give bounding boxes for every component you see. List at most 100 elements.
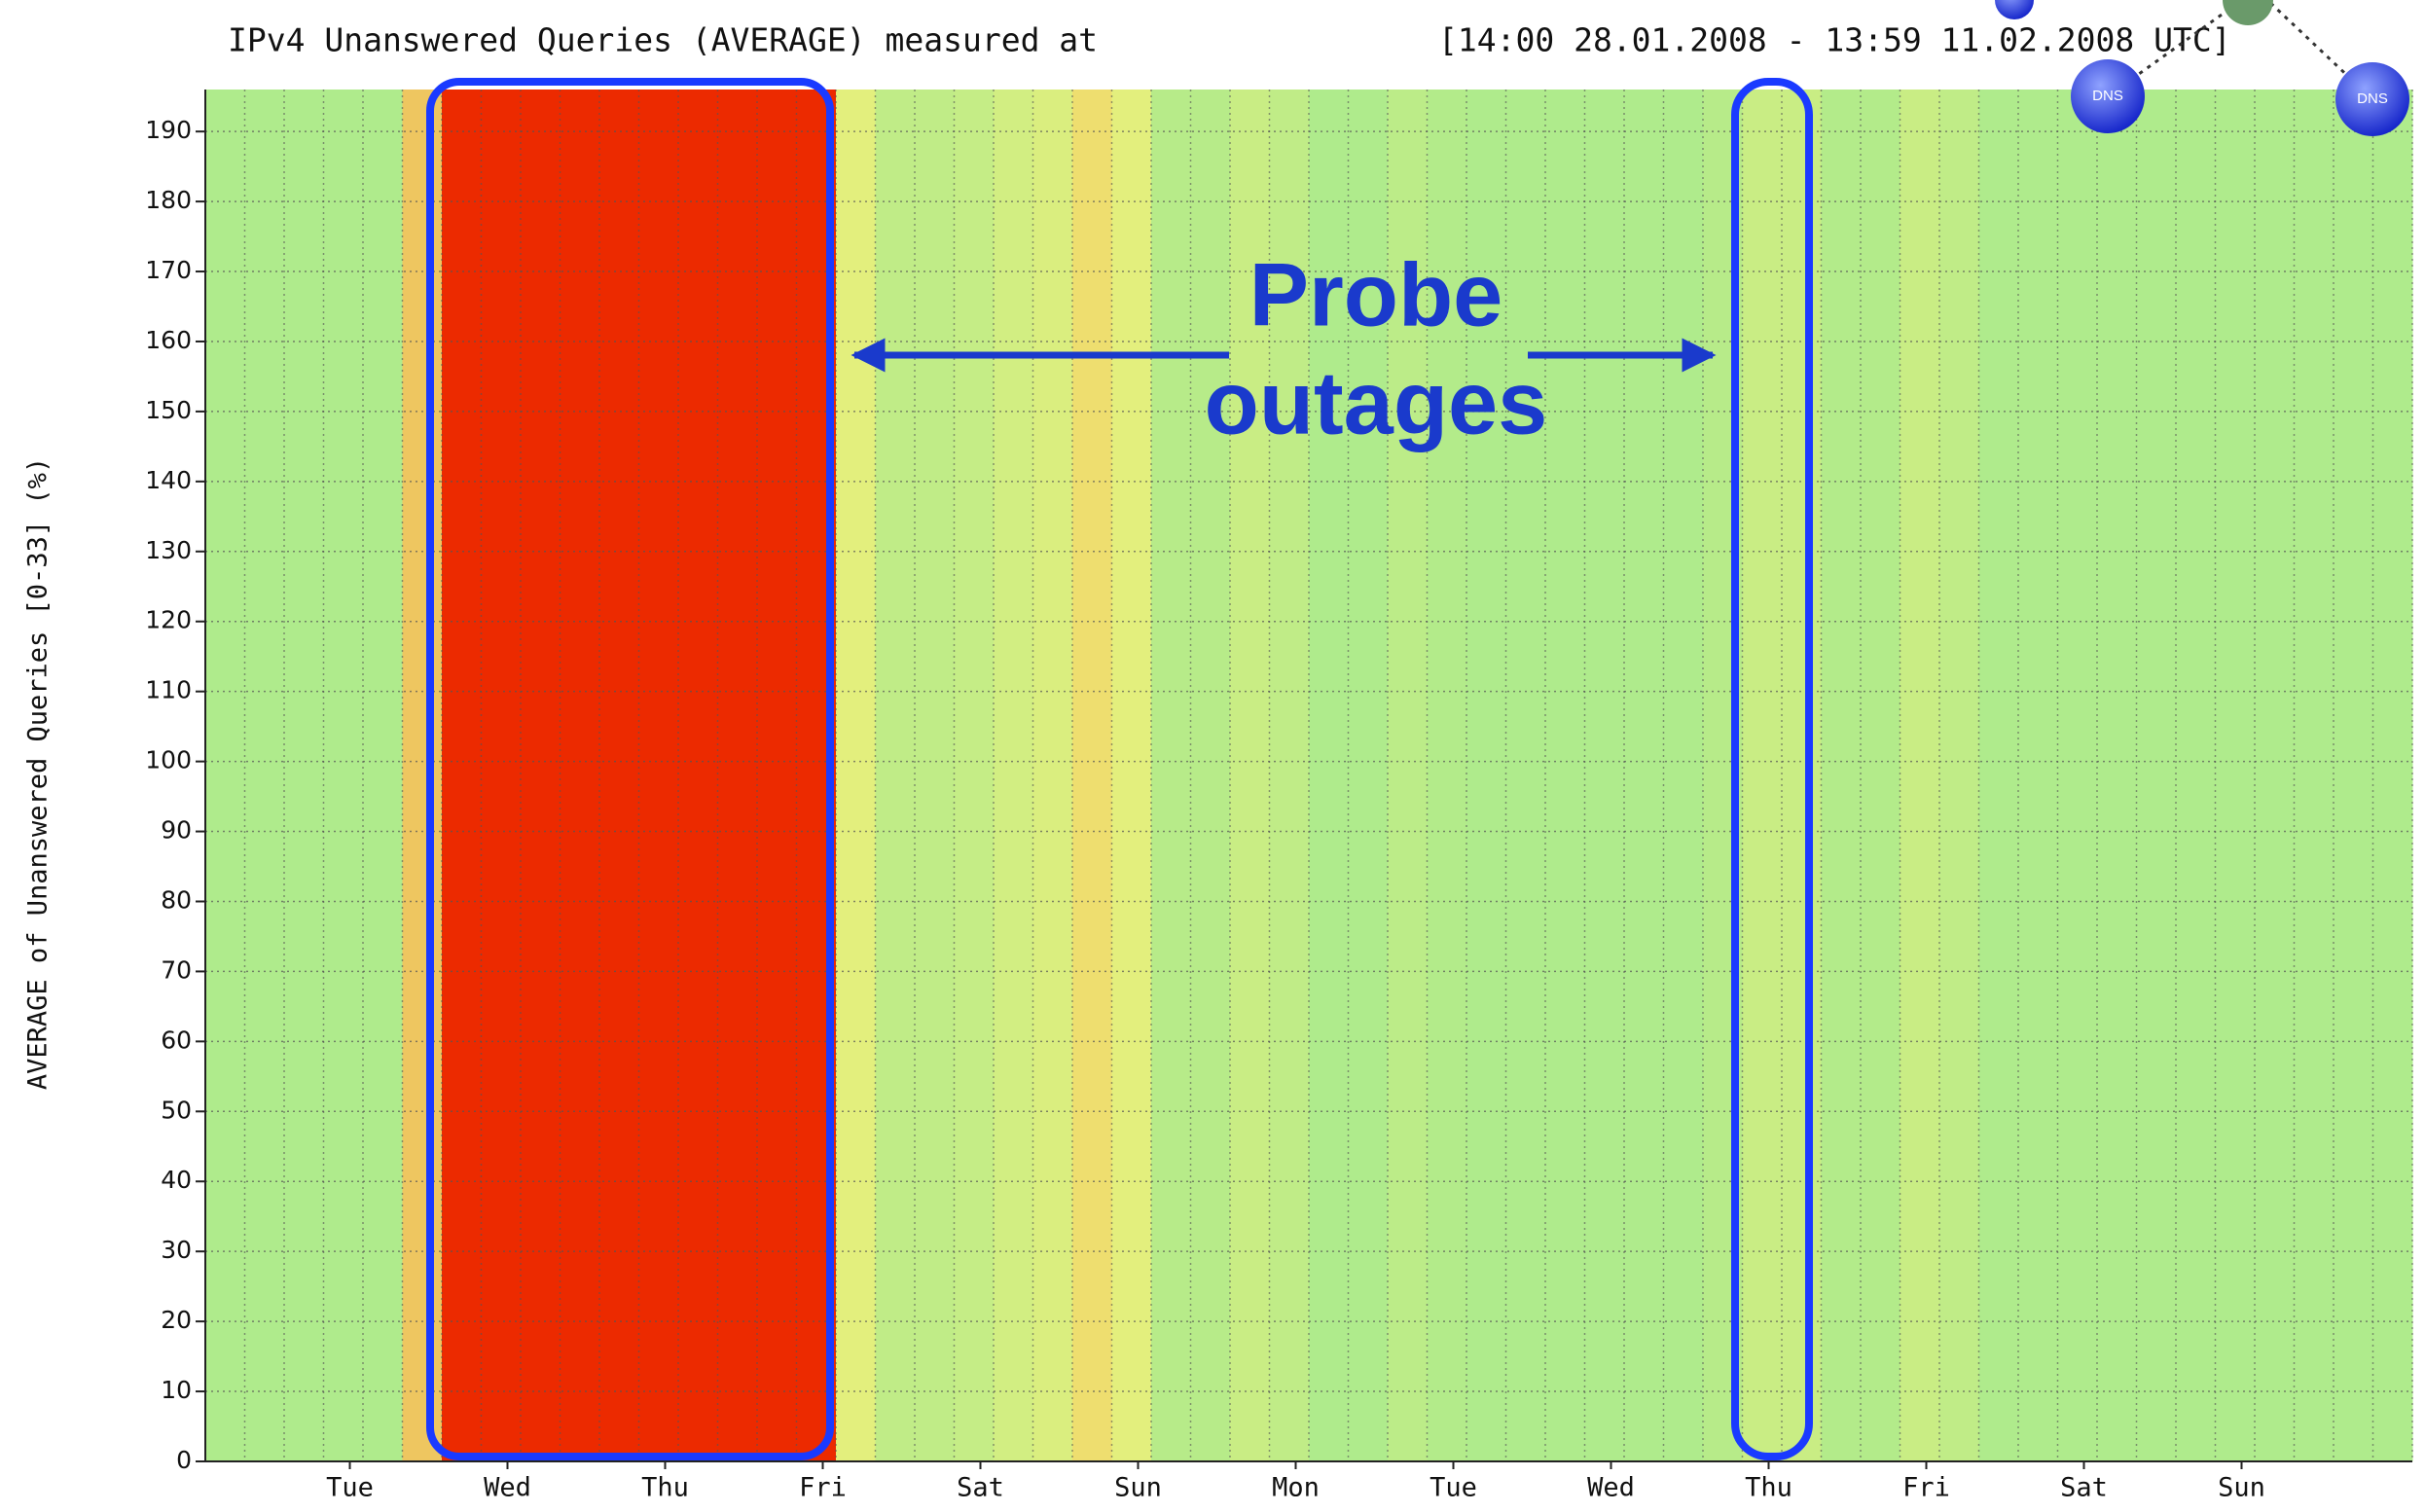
x-tick-label: Thu (641, 1473, 689, 1503)
heat-cell (2176, 90, 2216, 1461)
heat-cell (1663, 90, 1704, 1461)
heat-cell (954, 90, 995, 1461)
y-tick-label: 100 (145, 746, 192, 774)
x-tick-label: Sun (1114, 1473, 1162, 1503)
heat-cell (2372, 90, 2413, 1461)
heat-cell (1111, 90, 1152, 1461)
heat-cell (560, 90, 600, 1461)
heat-cell (1309, 90, 1349, 1461)
heat-cell (1584, 90, 1625, 1461)
y-tick-label: 50 (161, 1096, 192, 1124)
heat-cell (915, 90, 955, 1461)
plot-area: 0 10 20 30 40 50 60 70 80 90 100 110 120 130 140 150 160… (145, 90, 2413, 1503)
y-tick-label: 110 (145, 676, 192, 704)
link (2265, 0, 2374, 101)
x-tick-label: Mon (1272, 1473, 1320, 1503)
heat-cell (2294, 90, 2335, 1461)
x-tick-label: Tue (326, 1473, 374, 1503)
y-tick-label: 120 (145, 606, 192, 634)
outage-box (1731, 78, 1813, 1460)
y-tick-label: 80 (161, 885, 192, 914)
heat-cell (1190, 90, 1231, 1461)
heat-cell (2018, 90, 2058, 1461)
y-tick-label: 30 (161, 1236, 192, 1264)
heat-cell (1782, 90, 1822, 1461)
heat-cell (1545, 90, 1585, 1461)
y-tick-label: 130 (145, 536, 192, 564)
heat-cell (1939, 90, 1979, 1461)
x-tick-label: Fri (799, 1473, 847, 1503)
heat-cell (994, 90, 1033, 1461)
heat-cell (1388, 90, 1428, 1461)
x-tick-label: Wed (1587, 1473, 1635, 1503)
overlay: Probe outages DNS DNS (426, 0, 2409, 1460)
heat-cell (481, 90, 522, 1461)
x-tick-label: Sat (957, 1473, 1004, 1503)
x-tick-label: Sat (2060, 1473, 2108, 1503)
annotation: Probe (1249, 245, 1503, 344)
y-tick-label: 60 (161, 1026, 192, 1054)
heat-cell (2334, 90, 2373, 1461)
heat-cell (1269, 90, 1310, 1461)
dns-icon (2071, 59, 2145, 133)
heat-cell (1978, 90, 2019, 1461)
heat-cell (1821, 90, 1862, 1461)
dns-label: DNS (2357, 90, 2388, 107)
heat-cell (717, 90, 758, 1461)
annotation: outages (1205, 353, 1548, 452)
heat-cell (1742, 90, 1783, 1461)
chart-subtitle: [14:00 28.01.2008 - 13:59 11.02.2008 UTC… (1438, 21, 2231, 59)
heat-cell (638, 90, 679, 1461)
heat-cell (1861, 90, 1900, 1461)
x-tick-label: Wed (484, 1473, 531, 1503)
y-tick-label: 70 (161, 955, 192, 984)
heat-cell (2097, 90, 2137, 1461)
heat-cell (1900, 90, 1940, 1461)
heat-cell (1505, 90, 1546, 1461)
heat-cell (1032, 90, 1073, 1461)
heat-cell (599, 90, 639, 1461)
y-tick-label: 40 (161, 1166, 192, 1194)
y-tick-label: 0 (176, 1446, 192, 1474)
heat-cell (1427, 90, 1467, 1461)
outage-box (426, 78, 834, 1460)
heat-cell (363, 90, 403, 1461)
y-tick-label: 10 (161, 1376, 192, 1404)
heat-cell (1151, 90, 1191, 1461)
chart-title: IPv4 Unanswered Queries (AVERAGE) measur… (228, 21, 1098, 59)
y-tick-label: 90 (161, 816, 192, 845)
heat-cell (2136, 90, 2177, 1461)
heat-cell (1348, 90, 1389, 1461)
y-tick-label: 20 (161, 1306, 192, 1334)
heat-cell (442, 90, 482, 1461)
heat-cell (1072, 90, 1112, 1461)
dns-label: DNS (2092, 88, 2123, 104)
heat-cell (2215, 90, 2256, 1461)
heat-cell (205, 90, 245, 1461)
heat-cell (1624, 90, 1664, 1461)
y-tick-label: 160 (145, 326, 192, 354)
dns-icon (2335, 62, 2409, 136)
x-tick-label: Tue (1430, 1473, 1477, 1503)
masked-box (1113, 8, 1410, 62)
y-tick-label: 140 (145, 466, 192, 494)
dns-icon (1995, 0, 2034, 19)
heat-cell (402, 90, 443, 1461)
heat-cell (875, 90, 916, 1461)
heat-cell (244, 90, 285, 1461)
heat-cell (757, 90, 797, 1461)
heat-cell (521, 90, 561, 1461)
heat-cell (678, 90, 718, 1461)
y-tick-label: 170 (145, 256, 192, 284)
y-tick-label: 180 (145, 186, 192, 214)
heat-cell (836, 90, 876, 1461)
heat-cell (284, 90, 324, 1461)
x-tick-label: Sun (2218, 1473, 2265, 1503)
y-tick-label: 150 (145, 396, 192, 424)
y-tick-label: 190 (145, 116, 192, 144)
heat-cell (2255, 90, 2295, 1461)
heat-cell (1230, 90, 1270, 1461)
heat-cell (1466, 90, 1506, 1461)
